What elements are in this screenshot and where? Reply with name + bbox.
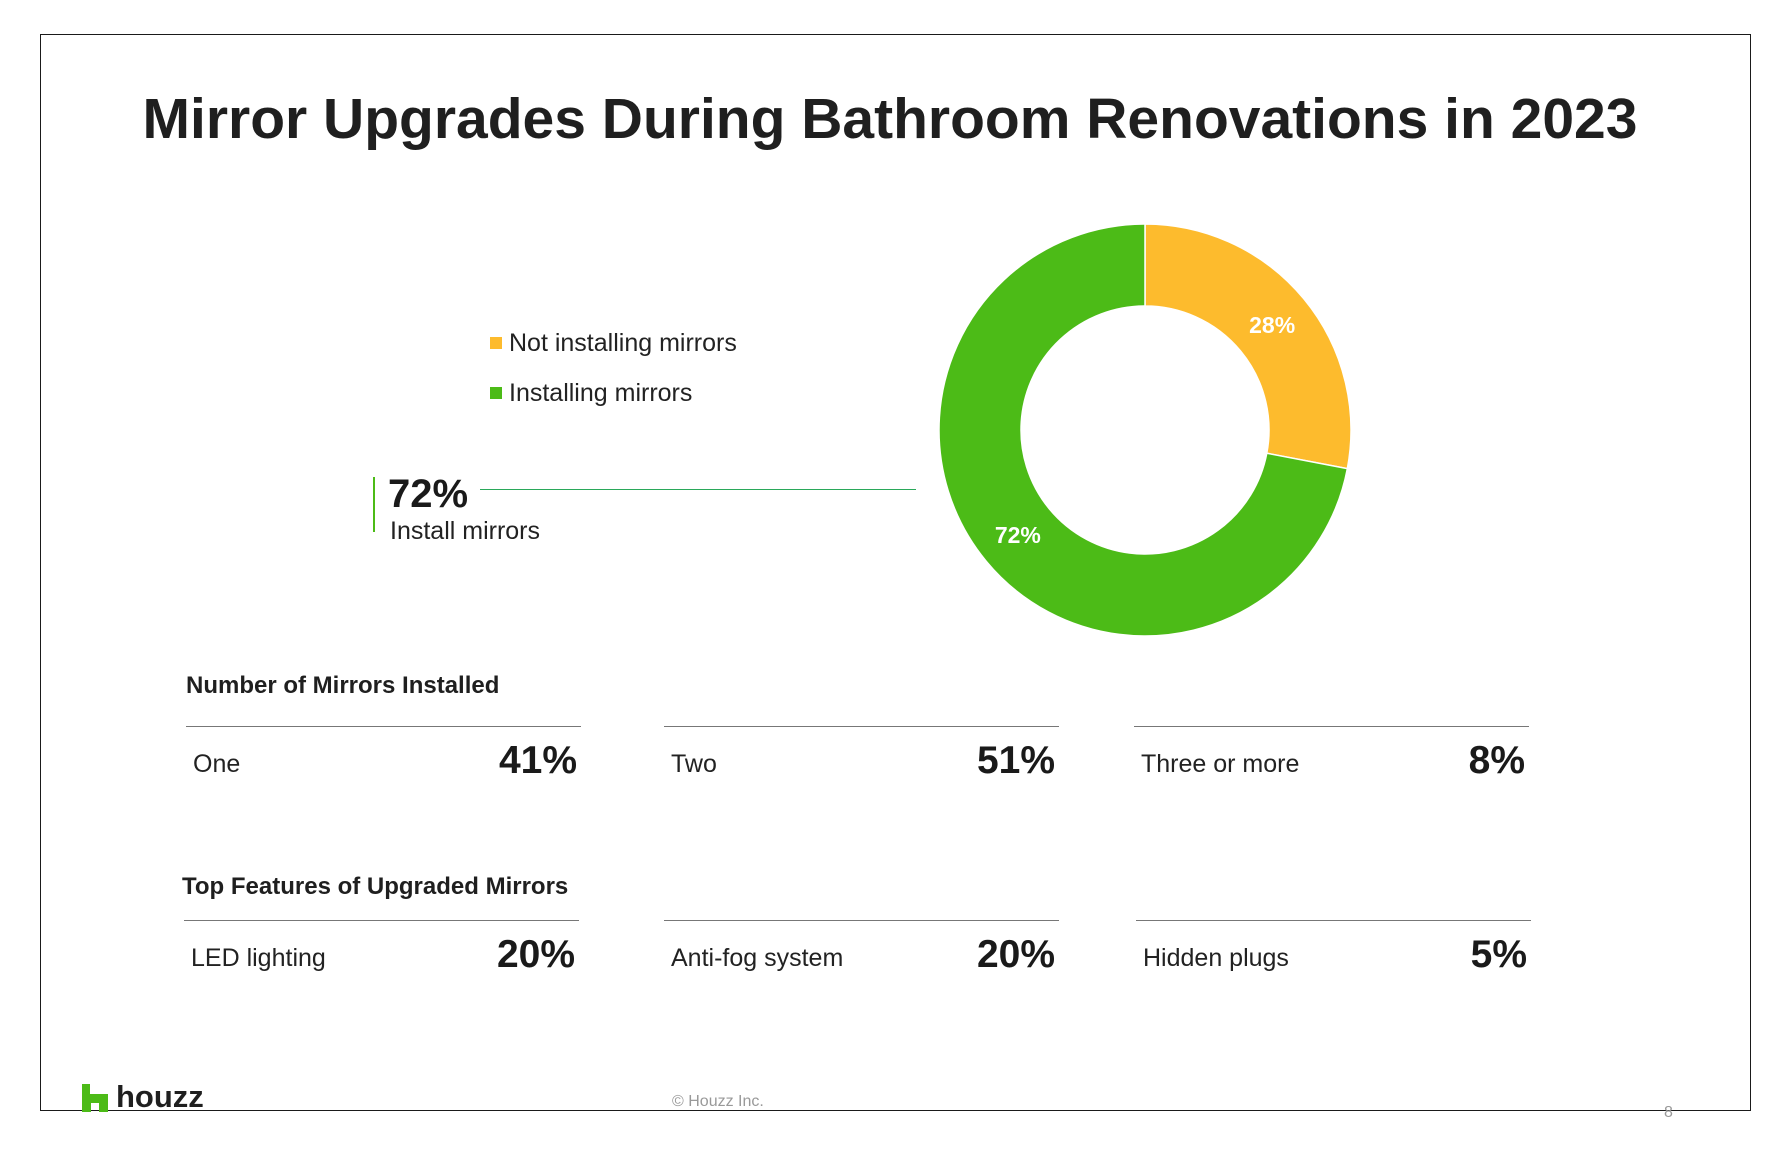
stat-label: LED lighting: [191, 944, 326, 972]
callout-value: 72%: [388, 472, 469, 516]
houzz-logo: houzz: [82, 1079, 204, 1114]
legend-label: Installing mirrors: [509, 378, 693, 407]
stat-value: 8%: [1468, 739, 1525, 782]
donut-slice-not-installing: [1144, 223, 1352, 470]
donut-data-label: 72%: [995, 522, 1041, 548]
callout-accent-bar: [373, 477, 375, 532]
legend-swatch: [490, 387, 502, 399]
stat-label: One: [193, 750, 241, 778]
section-heading-features: Top Features of Upgraded Mirrors: [182, 873, 569, 900]
legend-item-installing: Installing mirrors: [490, 368, 737, 418]
section-heading-mirror-count: Number of Mirrors Installed: [186, 672, 500, 699]
donut-slice-installing: [938, 223, 1349, 637]
stat-value: 41%: [498, 739, 577, 782]
stat-row: Two 51%: [664, 726, 1059, 786]
stat-label: Three or more: [1141, 750, 1300, 778]
stat-row: Hidden plugs 5%: [1136, 920, 1531, 980]
stat-row: LED lighting 20%: [184, 920, 579, 980]
stat-label: Anti-fog system: [671, 944, 844, 972]
stat-row: Anti-fog system 20%: [664, 920, 1059, 980]
callout-leader-line: [480, 489, 916, 490]
page-title: Mirror Upgrades During Bathroom Renovati…: [142, 87, 1638, 151]
houzz-logo-icon: [82, 1084, 108, 1112]
stat-row: Three or more 8%: [1134, 726, 1529, 786]
page-number: 8: [1664, 1104, 1673, 1121]
donut-data-label: 28%: [1249, 312, 1295, 338]
stat-value: 51%: [976, 739, 1055, 782]
stat-label: Two: [671, 750, 717, 778]
legend-label: Not installing mirrors: [509, 328, 737, 357]
stat-value: 5%: [1470, 933, 1527, 976]
stat-label: Hidden plugs: [1143, 944, 1289, 972]
houzz-logo-text: houzz: [116, 1079, 204, 1114]
legend-swatch: [490, 337, 502, 349]
copyright-text: © Houzz Inc.: [672, 1093, 764, 1110]
slide-frame: [40, 34, 1751, 1111]
chart-legend: Not installing mirrors Installing mirror…: [490, 318, 737, 418]
stat-value: 20%: [976, 933, 1055, 976]
stat-row: One 41%: [186, 726, 581, 786]
legend-item-not-installing: Not installing mirrors: [490, 318, 737, 368]
callout-label: Install mirrors: [390, 517, 541, 545]
stat-value: 20%: [496, 933, 575, 976]
donut-chart: 28% 72%: [938, 223, 1352, 637]
